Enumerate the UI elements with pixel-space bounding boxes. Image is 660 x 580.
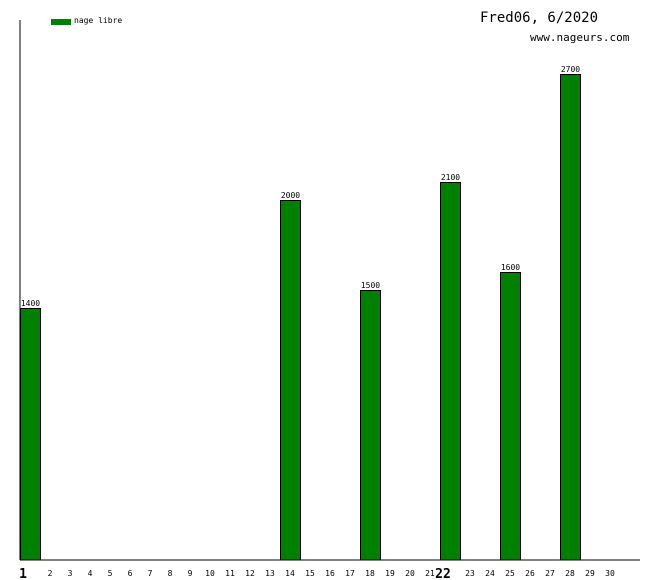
bar-18 (360, 290, 381, 561)
data-label-14: 2000 (281, 191, 300, 200)
legend-swatch (51, 19, 71, 25)
x-tick-label-18: 18 (365, 569, 375, 578)
legend-label: nage libre (74, 16, 123, 25)
x-tick-label-10: 10 (205, 569, 215, 578)
x-tick-label-16: 16 (325, 569, 335, 578)
x-tick-label-17: 17 (345, 569, 355, 578)
x-tick-label-26: 26 (525, 569, 535, 578)
x-tick-label-3: 3 (68, 569, 73, 578)
x-tick-label-7: 7 (148, 569, 153, 578)
x-tick-label-12: 12 (245, 569, 255, 578)
x-tick-label-29: 29 (585, 569, 595, 578)
x-tick-label-24: 24 (485, 569, 495, 578)
data-label-25: 1600 (501, 263, 520, 272)
x-tick-label-1: 1 (19, 567, 27, 580)
x-tick-label-11: 11 (225, 569, 235, 578)
data-label-28: 2700 (561, 65, 580, 74)
bar-14 (280, 200, 301, 561)
x-tick-label-9: 9 (188, 569, 193, 578)
x-tick-label-4: 4 (88, 569, 93, 578)
data-label-22: 2100 (441, 173, 460, 182)
x-tick-label-15: 15 (305, 569, 315, 578)
x-tick-label-19: 19 (385, 569, 395, 578)
x-tick-label-14: 14 (285, 569, 295, 578)
bar-22 (440, 182, 461, 561)
bar-25 (500, 272, 521, 561)
site-label: www.nageurs.com (530, 31, 630, 44)
data-label-18: 1500 (361, 281, 380, 290)
x-tick-label-6: 6 (128, 569, 133, 578)
data-label-1: 1400 (21, 299, 40, 308)
x-tick-label-28: 28 (565, 569, 575, 578)
x-tick-label-8: 8 (168, 569, 173, 578)
x-tick-label-23: 23 (465, 569, 475, 578)
x-tick-label-21: 21 (425, 569, 435, 578)
x-tick-label-30: 30 (605, 569, 615, 578)
x-tick-label-25: 25 (505, 569, 515, 578)
x-tick-label-22: 22 (435, 567, 451, 580)
bar-28 (560, 74, 581, 561)
chart-title: Fred06, 6/2020 (480, 10, 599, 26)
x-tick-label-5: 5 (108, 569, 113, 578)
x-tick-label-2: 2 (48, 569, 53, 578)
bar-1 (20, 308, 41, 561)
x-tick-label-13: 13 (265, 569, 275, 578)
x-tick-label-20: 20 (405, 569, 415, 578)
x-tick-label-27: 27 (545, 569, 555, 578)
